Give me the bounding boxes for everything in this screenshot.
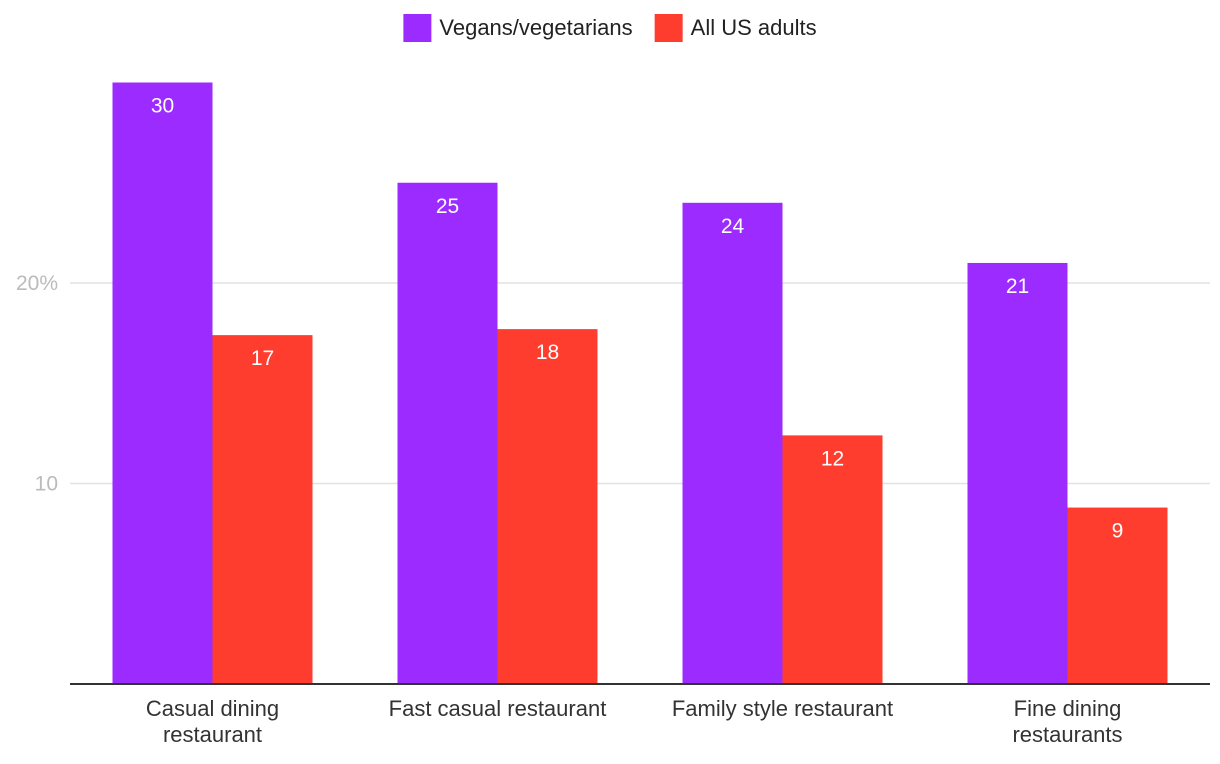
bar [497,329,598,684]
legend-item: All US adults [654,14,817,42]
legend-label: Vegans/vegetarians [439,15,632,40]
legend-swatch [403,14,432,42]
bar [397,182,498,684]
bar [682,202,783,685]
legend-label: All US adults [691,15,817,40]
data-label: 12 [821,447,844,470]
data-label: 21 [1006,275,1029,298]
y-axis-ticks: 10 20% [16,272,58,496]
y-tick-label: 20% [16,272,58,295]
data-label: 25 [436,195,459,218]
legend-swatch [654,14,683,42]
legend-item: Vegans/vegetarians [403,14,633,42]
data-label: 30 [151,95,174,118]
data-label: 24 [721,215,745,238]
y-tick-label: 10 [35,473,58,496]
data-label: 18 [536,341,559,364]
bar [967,262,1068,684]
bar [112,82,213,684]
data-label: 9 [1112,520,1124,543]
legend: Vegans/vegetarians All US adults [403,14,817,42]
x-category-label: Family style restaurant [672,696,893,721]
x-axis-categories: Casual dining restaurant Fast casual resta… [146,696,1123,747]
data-label: 17 [251,347,274,370]
value-labels: 30 17 25 18 24 12 21 9 [151,95,1124,543]
bar [1067,507,1168,684]
x-category-label: Fine dining restaurants [1012,696,1122,747]
bars [112,82,1168,685]
bar [212,335,313,684]
x-category-label: Casual dining restaurant [146,696,279,747]
bar [782,435,883,684]
x-category-label: Fast casual restaurant [389,696,607,721]
